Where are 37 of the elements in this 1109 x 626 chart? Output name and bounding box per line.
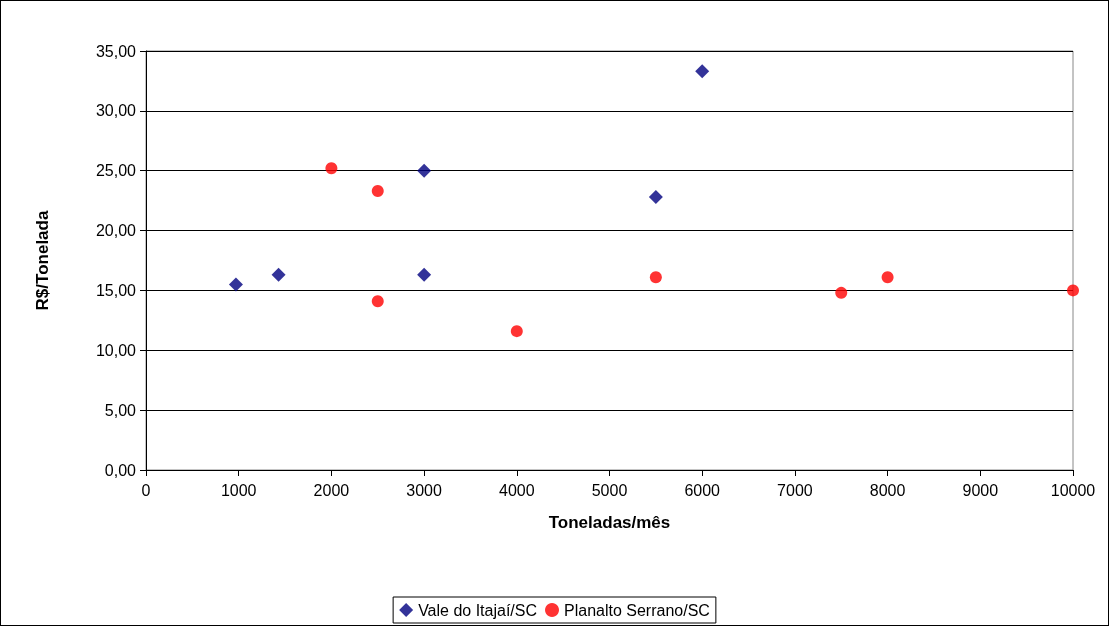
x-tick-label: 9000 [962, 481, 999, 499]
x-axis-title: Toneladas/mês [548, 513, 671, 532]
point [417, 163, 432, 178]
y-tick-label: 10,00 [95, 341, 137, 359]
x-tick-label: 0 [141, 481, 151, 499]
x-tick-label: 7000 [777, 481, 813, 499]
legend-label: Vale do Itajaí/SC [418, 601, 538, 619]
point [695, 64, 710, 79]
y-tick-label: 30,00 [95, 102, 137, 120]
y-tick-label: 5,00 [104, 401, 137, 419]
x-tick-label: 5000 [591, 481, 628, 499]
y-tick-label: 15,00 [95, 281, 137, 299]
point [371, 295, 384, 308]
x-tick-label: 1000 [220, 481, 257, 499]
x-tick-label: 8000 [869, 481, 906, 499]
y-tick-label: 35,00 [95, 42, 137, 60]
x-tick-label: 3000 [406, 481, 442, 499]
point [271, 267, 286, 282]
point [881, 271, 894, 284]
point [649, 271, 662, 284]
y-tick-label: 25,00 [95, 162, 137, 180]
point [371, 185, 384, 198]
point [325, 162, 338, 175]
legend-label: Planalto Serrano/SC [564, 601, 710, 619]
x-tick-label: 10000 [1050, 481, 1096, 499]
x-tick-label: 6000 [684, 481, 721, 499]
point [510, 325, 523, 338]
y-tick-label: 20,00 [95, 222, 137, 240]
point [1067, 284, 1079, 297]
point [835, 286, 848, 299]
point [648, 190, 663, 205]
point [228, 277, 243, 292]
x-tick-label: 4000 [499, 481, 535, 499]
x-tick-label: 2000 [313, 481, 350, 499]
y-tick-label: 0,00 [104, 461, 137, 479]
y-axis-title: R$/Tonelada [33, 210, 52, 311]
point [417, 267, 432, 282]
